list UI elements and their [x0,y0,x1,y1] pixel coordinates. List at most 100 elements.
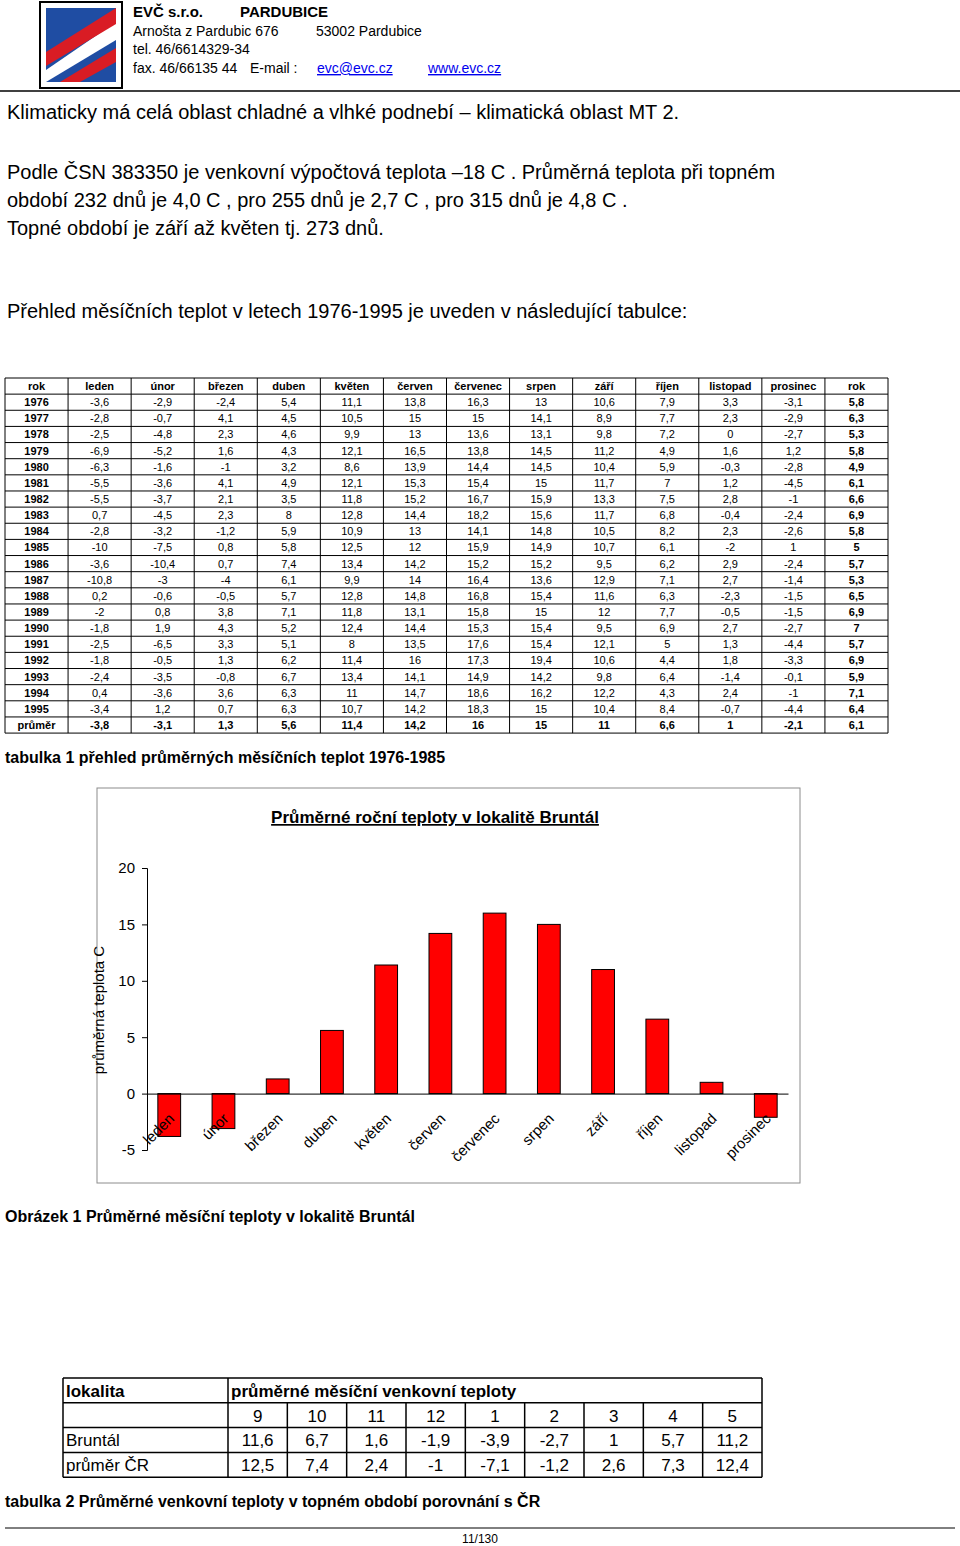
table-rule [698,378,699,733]
chart-frame [97,788,800,1183]
table-cell: -1 [428,1456,443,1475]
table-cell: -1 [221,461,231,473]
table-cell: 12,2 [593,687,614,699]
table-cell: 0,4 [92,687,107,699]
table-header: květen [334,380,369,392]
table-cell: 1,6 [365,1431,389,1450]
table-cell: 2,8 [723,493,738,505]
table-cell: -7,1 [480,1456,509,1475]
table-cell: 15,3 [467,622,488,634]
tick-label: duben [299,1110,341,1152]
table-cell: 13 [409,428,421,440]
table-cell: 14,8 [404,590,425,602]
tick: září [581,1094,611,1140]
table-cell: 11,7 [594,477,615,489]
table-cell: -7,5 [153,541,172,553]
table-cell: 2,3 [218,428,233,440]
table-cell: 6,3 [660,590,675,602]
table-rule [287,1403,289,1477]
table-cell: -2,8 [784,461,803,473]
table-cell: -2,6 [784,525,803,537]
table-cell: 14,5 [530,461,551,473]
table-cell: -0,5 [721,606,740,618]
table-cell: 11,2 [594,445,615,457]
table-header: říjen [656,380,680,392]
table-rule [761,1378,763,1477]
table-cell: -3,8 [90,719,109,731]
tick: -5 [122,1141,147,1158]
table-cell: 5,3 [849,574,864,586]
table-cell: 15,4 [530,638,551,650]
table-cell: -4,8 [153,428,172,440]
table-cell: 6,3 [281,687,296,699]
tick-label: -5 [122,1141,135,1158]
tick-mark [142,1094,147,1095]
table-cell: 13,1 [404,606,425,618]
table-cell: 12,1 [341,477,362,489]
table-cell: 2,3 [218,509,233,521]
table-cell: -5,2 [153,445,172,457]
table-cell: 15,8 [467,606,488,618]
table-cell: 14,2 [404,703,425,715]
table-header: březen [208,380,244,392]
table-cell: 14,4 [404,622,425,634]
table-rule [63,1476,762,1478]
table-header: září [595,380,615,392]
table-cell: 1990 [24,622,48,634]
tick: 15 [118,916,147,933]
table-cell: -0,5 [216,590,235,602]
table-cell: -5,5 [90,493,109,505]
bar [537,924,560,1093]
figure-caption: Obrázek 1 Průměrné měsíční teploty v lok… [5,1208,415,1225]
table-cell: 1984 [24,525,49,537]
table-cell: 16 [472,719,484,731]
table-cell: 5,9 [849,671,864,683]
table-cell: 1989 [24,606,48,618]
table-cell: 18,3 [467,703,488,715]
table-cell: 7,2 [660,428,675,440]
table-cell: -5,5 [90,477,109,489]
table-cell: 7,9 [660,396,675,408]
table-cell: 11,4 [342,654,363,666]
table-cell: -0,4 [721,509,740,521]
table-cell: 1,2 [786,445,801,457]
table-cell: -4,5 [153,509,172,521]
table-cell: 3,6 [218,687,233,699]
table-cell: 14,1 [530,412,551,424]
table-cell: 9,9 [344,574,359,586]
table-cell: 5,9 [660,461,675,473]
tick: 0 [127,1085,147,1102]
table-cell: 1,3 [723,638,738,650]
table-cell: 2,4 [723,687,738,699]
tick-label: prosinec [722,1109,774,1161]
table-cell: 15 [535,477,547,489]
table-cell: 10,6 [593,654,614,666]
table-cell: -1,2 [540,1456,569,1475]
table-cell: 11,4 [341,719,363,731]
y-axis: -505101520 [118,859,147,1158]
table-rule [63,1402,762,1404]
table-cell: 6,8 [660,509,675,521]
table-header: 2 [550,1407,559,1426]
tick-label: říjen [633,1110,666,1143]
table-cell: 13 [409,525,421,537]
table-rule [5,378,6,733]
table-cell: 15,2 [467,558,488,570]
table-cell: -2,7 [784,428,803,440]
table-cell: 1979 [24,445,48,457]
table-cell: průměr [18,719,57,731]
tick-label: 5 [127,1029,135,1046]
table-cell: 15,9 [530,493,551,505]
tick: červenec [448,1094,503,1165]
table-cell: -2,5 [90,428,109,440]
table-cell: 12,9 [593,574,614,586]
table-cell: 6,9 [849,509,864,521]
fax: fax. 46/66135 44 [133,60,238,76]
table-cell: 1994 [24,687,49,699]
table-cell: -1,8 [90,622,109,634]
table-rule [227,1378,229,1477]
table-cell: 1986 [24,558,48,570]
table-cell: 16,8 [467,590,488,602]
table-cell: 15,6 [530,509,551,521]
table-header: červen [397,380,433,392]
